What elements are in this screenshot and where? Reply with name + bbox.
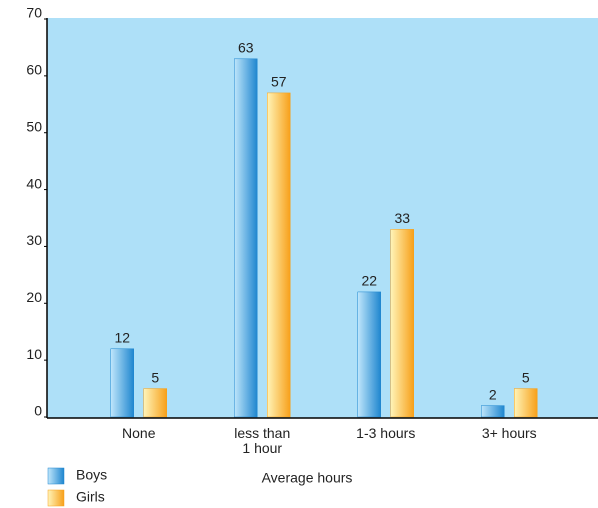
bar [481, 405, 505, 418]
legend-swatch [47, 467, 65, 485]
legend-swatch [47, 489, 65, 507]
y-tick-label: 70 [26, 5, 42, 21]
bar [234, 58, 258, 418]
y-tick-label: 50 [26, 118, 42, 134]
bar [357, 291, 381, 418]
bar [514, 388, 538, 418]
y-tick-label: 20 [26, 289, 42, 305]
value-label: 5 [151, 369, 159, 385]
y-tick-label: 30 [26, 232, 42, 248]
legend-label: Boys [76, 467, 107, 483]
value-label: 33 [394, 210, 410, 226]
plot-background [47, 18, 598, 418]
value-label: 5 [522, 369, 530, 385]
bar [143, 388, 167, 418]
x-tick-label: 1-3 hours [356, 425, 416, 441]
value-label: 2 [489, 386, 497, 402]
x-tick-label: less than 1 hour [234, 425, 291, 456]
bar [267, 92, 291, 418]
bar [390, 229, 414, 418]
y-tick-label: 40 [26, 175, 42, 191]
y-tick-label: 0 [34, 403, 42, 419]
bar [110, 348, 134, 418]
y-tick-label: 60 [26, 62, 42, 78]
x-axis-title: Average hours [262, 470, 353, 486]
legend-label: Girls [76, 489, 105, 505]
value-label: 12 [114, 329, 130, 345]
y-tick-label: 10 [26, 346, 42, 362]
value-label: 22 [361, 273, 377, 289]
value-label: 63 [238, 40, 254, 56]
x-tick-label: 3+ hours [481, 425, 537, 441]
x-tick-label: None [122, 425, 156, 441]
value-label: 57 [271, 74, 287, 90]
